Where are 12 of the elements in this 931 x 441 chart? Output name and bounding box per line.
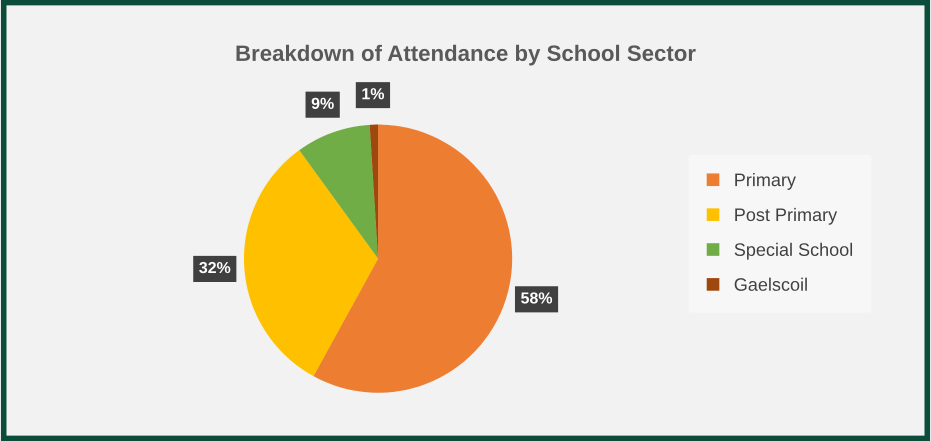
data-label: 1% xyxy=(362,88,384,100)
legend-label: Gaelscoil xyxy=(734,278,807,291)
pie-slice xyxy=(313,124,512,393)
data-label: 32% xyxy=(199,262,230,274)
pie-slice xyxy=(299,124,378,259)
legend-label: Post Primary xyxy=(735,208,838,225)
legend-label: Primary xyxy=(735,172,796,190)
pie-slice xyxy=(244,150,378,376)
chart-title: Breakdown of Attendance by School Sector xyxy=(236,44,696,66)
data-label: 9% xyxy=(312,98,334,110)
data-label: 58% xyxy=(521,292,552,304)
legend-label: Special School xyxy=(734,242,852,260)
